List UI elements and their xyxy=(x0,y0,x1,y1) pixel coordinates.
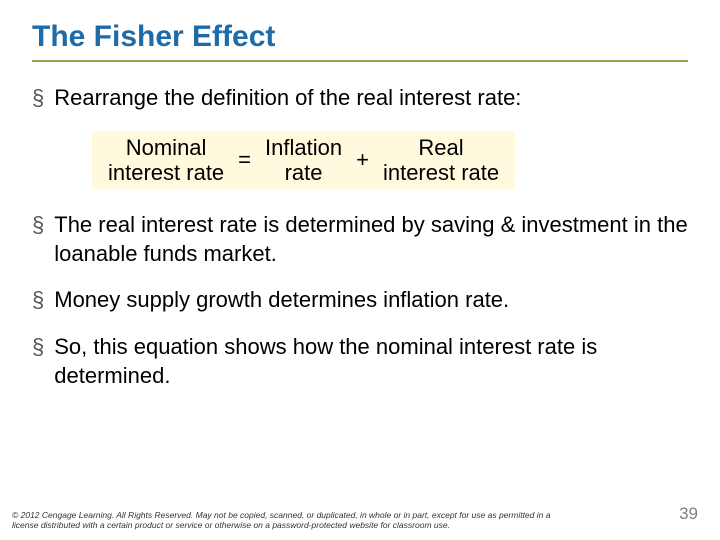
copyright-notice: © 2012 Cengage Learning. All Rights Rese… xyxy=(12,510,572,530)
term-line: interest rate xyxy=(383,160,499,185)
bullet-marker: § xyxy=(32,84,44,113)
bullet-text: Money supply growth determines inflation… xyxy=(54,286,688,315)
equation-operator-plus: + xyxy=(348,147,377,173)
term-line: interest rate xyxy=(108,160,224,185)
bullet-marker: § xyxy=(32,333,44,362)
fisher-equation: Nominal interest rate = Inflation rate +… xyxy=(92,131,515,190)
term-line: Nominal xyxy=(126,135,207,160)
bullet-marker: § xyxy=(32,211,44,240)
page-number: 39 xyxy=(679,504,698,524)
bullet-text: Rearrange the definition of the real int… xyxy=(54,84,688,113)
equation-container: Nominal interest rate = Inflation rate +… xyxy=(92,131,688,190)
slide-title: The Fisher Effect xyxy=(32,20,688,62)
bullet-item: § Rearrange the definition of the real i… xyxy=(32,84,688,113)
bullet-text: The real interest rate is determined by … xyxy=(54,211,688,268)
equation-term-inflation: Inflation rate xyxy=(259,135,348,186)
bullet-text: So, this equation shows how the nominal … xyxy=(54,333,688,390)
bullet-item: § So, this equation shows how the nomina… xyxy=(32,333,688,390)
bullet-item: § Money supply growth determines inflati… xyxy=(32,286,688,315)
equation-term-nominal: Nominal interest rate xyxy=(102,135,230,186)
slide-content: The Fisher Effect § Rearrange the defini… xyxy=(0,0,720,390)
equation-operator-equals: = xyxy=(230,147,259,173)
equation-term-real: Real interest rate xyxy=(377,135,505,186)
term-line: rate xyxy=(285,160,323,185)
term-line: Real xyxy=(418,135,463,160)
bullet-marker: § xyxy=(32,286,44,315)
term-line: Inflation xyxy=(265,135,342,160)
bullet-item: § The real interest rate is determined b… xyxy=(32,211,688,268)
